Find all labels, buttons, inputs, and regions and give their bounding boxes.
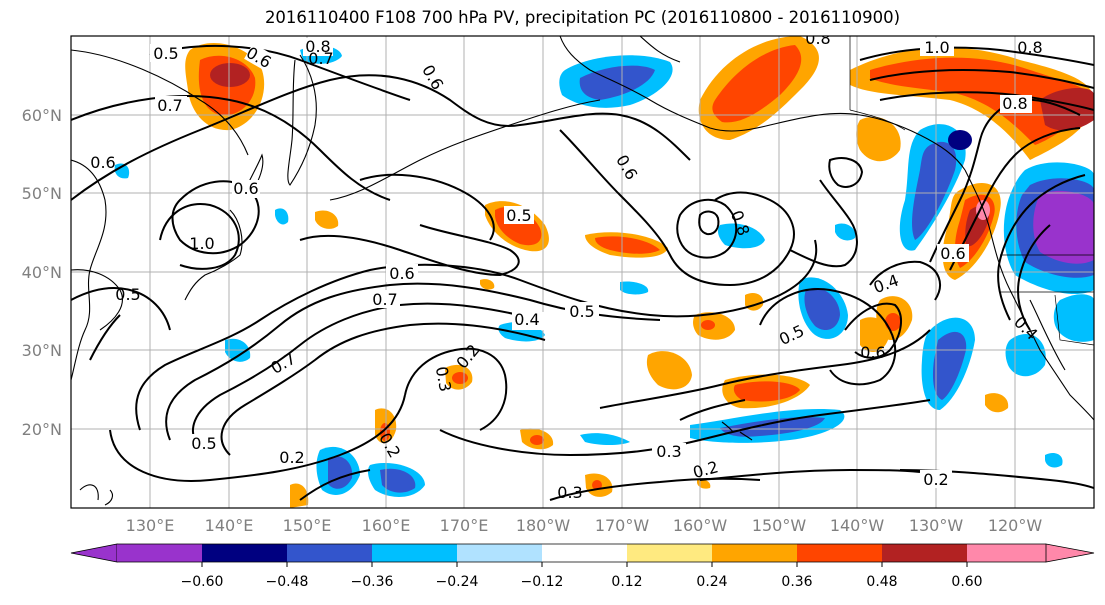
contour-label: 0.6 xyxy=(233,179,258,198)
contour-label: 0.5 xyxy=(153,44,178,63)
colorbar-extend-max xyxy=(1045,543,1095,563)
colorbar-swatch xyxy=(457,544,542,562)
lon-label: 120°W xyxy=(988,516,1043,535)
colorbar-extend-min xyxy=(70,543,118,563)
lon-axis: 130°E 140°E 150°E 160°E 170°E 180°W 170°… xyxy=(126,516,1043,535)
colorbar-tick-label: 0.48 xyxy=(866,574,897,590)
contour-label: 0.8 xyxy=(805,29,830,48)
contour-label: 0.3 xyxy=(557,483,582,502)
colorbar-tick-label: −0.48 xyxy=(266,574,309,590)
contour-label: 0.2 xyxy=(279,448,304,467)
colorbar-swatch xyxy=(967,544,1046,562)
colorbar-swatch xyxy=(542,544,627,562)
lon-label: 140°W xyxy=(830,516,885,535)
pv-contours xyxy=(71,44,1094,501)
contour-label: 0.7 xyxy=(372,290,397,309)
colorbar-tick-label: −0.36 xyxy=(351,574,394,590)
lat-label: 20°N xyxy=(22,420,62,439)
lat-label: 40°N xyxy=(22,263,62,282)
map-frame xyxy=(70,35,1095,509)
contour-label: 0.8 xyxy=(1002,94,1027,113)
contour-label: 1.0 xyxy=(924,38,949,57)
colorbar: −0.60 −0.48 −0.36 −0.24 −0.12 0.12 0.24 … xyxy=(70,543,1095,590)
lon-label: 150°E xyxy=(283,516,332,535)
contour-label: 0.2 xyxy=(923,470,948,489)
contour-label: 0.3 xyxy=(656,442,681,461)
lon-label: 130°W xyxy=(909,516,964,535)
lat-label: 50°N xyxy=(22,184,62,203)
lon-label: 170°E xyxy=(440,516,489,535)
colorbar-swatch xyxy=(797,544,882,562)
contour-label: 0.6 xyxy=(940,244,965,263)
contour-label: 0.6 xyxy=(860,343,885,362)
precip-shading xyxy=(114,36,1094,508)
colorbar-swatch xyxy=(627,544,712,562)
contour-label: 0.7 xyxy=(308,49,333,68)
colorbar-swatch xyxy=(202,544,287,562)
colorbar-tick-label: 0.60 xyxy=(951,574,982,590)
contour-label: 0.6 xyxy=(389,264,414,283)
contour-label-group: 0.5 0.6 0.8 0.7 0.7 0.6 0.6 0.5 0.6 0.6 … xyxy=(90,29,1042,502)
contour-label: 0.4 xyxy=(514,310,539,329)
contour-label: 0.8 xyxy=(305,37,330,56)
lon-label: 130°E xyxy=(126,516,175,535)
contour-label: 0.7 xyxy=(157,96,182,115)
colorbar-tick-label: 0.12 xyxy=(611,574,642,590)
lon-label: 160°W xyxy=(673,516,728,535)
colorbar-tick-label: 0.24 xyxy=(696,574,727,590)
lon-label: 150°W xyxy=(752,516,807,535)
lat-label: 60°N xyxy=(22,106,62,125)
colorbar-swatch xyxy=(287,544,372,562)
contour-label: 0.3 xyxy=(432,365,455,393)
coastlines xyxy=(71,36,1094,506)
colorbar-tick-label: −0.60 xyxy=(181,574,224,590)
colorbar-tick-label: −0.12 xyxy=(521,574,564,590)
contour-label: 0.6 xyxy=(90,153,115,172)
lon-label: 170°W xyxy=(595,516,650,535)
lon-label: 140°E xyxy=(205,516,254,535)
lon-label: 160°E xyxy=(362,516,411,535)
contour-label: 0.5 xyxy=(115,285,140,304)
contour-label: 1.0 xyxy=(189,234,214,253)
lat-axis: 60°N 50°N 40°N 30°N 20°N xyxy=(22,106,62,439)
map-title: 2016110400 F108 700 hPa PV, precipitatio… xyxy=(264,8,901,27)
lat-label: 30°N xyxy=(22,341,62,360)
colorbar-swatch xyxy=(882,544,967,562)
contour-label: 0.5 xyxy=(506,206,531,225)
colorbar-tick-label: 0.36 xyxy=(781,574,812,590)
contour-label: 0.5 xyxy=(569,302,594,321)
contour-label: 0.8 xyxy=(1017,38,1042,57)
colorbar-swatch xyxy=(372,544,457,562)
contour-label: 0.5 xyxy=(191,434,216,453)
lon-label: 180°W xyxy=(516,516,571,535)
colorbar-tick-label: −0.24 xyxy=(436,574,479,590)
colorbar-swatch xyxy=(117,544,202,562)
colorbar-swatch xyxy=(712,544,797,562)
